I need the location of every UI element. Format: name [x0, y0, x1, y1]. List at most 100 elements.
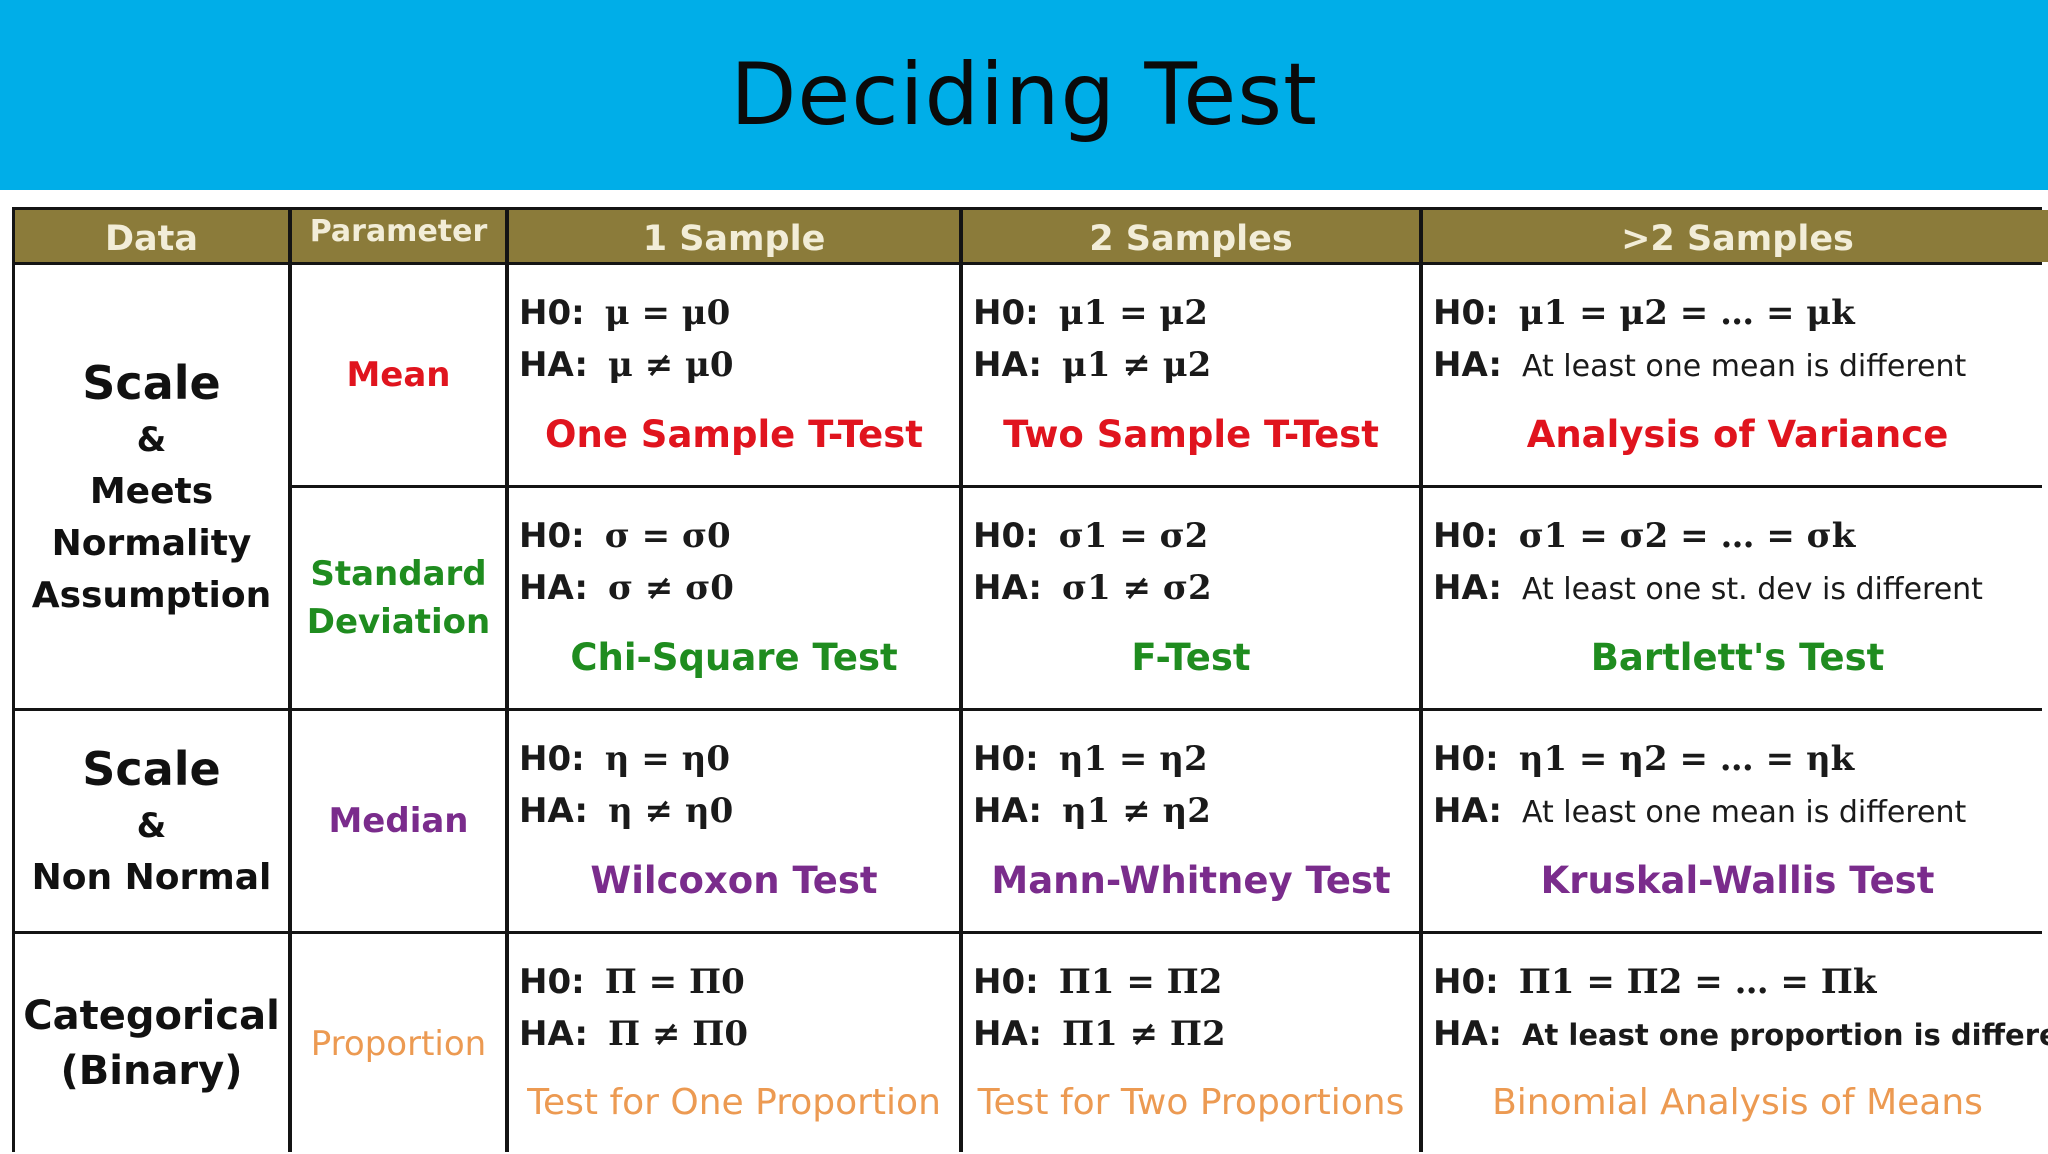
data-label: Normality: [51, 522, 252, 564]
alt-hypothesis: HA: η ≠ η0: [519, 791, 733, 831]
cell-proportion-two-samples: H0: Π1 = Π2 HA: Π1 ≠ Π2 Test for Two Propo…: [963, 934, 1419, 1154]
param-median: Median: [292, 711, 505, 931]
test-name: Wilcoxon Test: [590, 859, 878, 902]
ha-expr: σ1 ≠ σ2: [1062, 568, 1212, 608]
alt-hypothesis: HA: At least one mean is different: [1433, 791, 1966, 831]
param-label: Proportion: [310, 1024, 487, 1064]
cell-mean-two-samples: H0: μ1 = μ2 HA: μ1 ≠ μ2 Two Sample T-Test: [963, 265, 1419, 485]
h0-label: H0:: [519, 293, 585, 333]
alt-hypothesis: HA: Π ≠ Π0: [519, 1014, 748, 1054]
cell-mean-one-sample: H0: μ = μ0 HA: μ ≠ μ0 One Sample T-Test: [509, 265, 959, 485]
ha-label: HA:: [1433, 568, 1502, 608]
h0-expr: σ1 = σ2: [1058, 516, 1209, 556]
title-banner: Deciding Test: [0, 0, 2048, 190]
param-label: Deviation: [306, 602, 491, 642]
ha-label: HA:: [519, 791, 588, 831]
h0-expr: Π1 = Π2 = … = Πk: [1518, 962, 1877, 1002]
h0-label: H0:: [1433, 293, 1499, 333]
h0-label: H0:: [1433, 962, 1499, 1002]
test-name: Binomial Analysis of Means: [1492, 1082, 1983, 1123]
null-hypothesis: H0: μ = μ0: [519, 293, 730, 333]
alt-hypothesis: HA: At least one proportion is different: [1433, 1014, 2048, 1054]
ha-label: HA:: [973, 568, 1042, 608]
cell-stddev-many-samples: H0: σ1 = σ2 = … = σk HA: At least one st. …: [1423, 488, 2048, 708]
data-label: Scale: [82, 355, 221, 410]
test-name: Analysis of Variance: [1526, 413, 1949, 456]
h0-label: H0:: [519, 962, 585, 1002]
null-hypothesis: H0: Π1 = Π2: [973, 962, 1222, 1002]
ha-expr: At least one proportion is different: [1522, 1018, 2048, 1052]
cell-mean-many-samples: H0: μ1 = μ2 = … = μk HA: At least one mean…: [1423, 265, 2048, 485]
data-label: Non Normal: [31, 857, 272, 898]
test-name: Test for One Proportion: [527, 1082, 941, 1123]
h0-expr: η1 = η2 = … = ηk: [1518, 739, 1855, 779]
h0-label: H0:: [519, 739, 585, 779]
ha-label: HA:: [1433, 1014, 1502, 1054]
data-label: &: [136, 419, 167, 460]
alt-hypothesis: HA: μ ≠ μ0: [519, 345, 734, 385]
null-hypothesis: H0: Π1 = Π2 = … = Πk: [1433, 962, 1876, 1002]
cell-stddev-one-sample: H0: σ = σ0 HA: σ ≠ σ0 Chi-Square Test: [509, 488, 959, 708]
test-name: One Sample T-Test: [545, 413, 923, 456]
h0-label: H0:: [1433, 516, 1499, 556]
ha-expr: At least one st. dev is different: [1522, 572, 1983, 607]
h0-expr: Π = Π0: [604, 962, 745, 1002]
h0-label: H0:: [973, 293, 1039, 333]
ha-label: HA:: [973, 345, 1042, 385]
test-name: Kruskal-Wallis Test: [1540, 859, 1935, 902]
ha-label: HA:: [1433, 791, 1502, 831]
test-name: F-Test: [1131, 636, 1251, 679]
h0-label: H0:: [519, 516, 585, 556]
h0-label: H0:: [973, 516, 1039, 556]
header-2-samples: 2 Samples: [963, 210, 1419, 262]
alt-hypothesis: HA: Π1 ≠ Π2: [973, 1014, 1226, 1054]
ha-expr: σ ≠ σ0: [608, 568, 734, 608]
alt-hypothesis: HA: σ ≠ σ0: [519, 568, 734, 608]
h0-expr: μ1 = μ2: [1058, 293, 1208, 333]
data-scale-nonnormal: Scale & Non Normal: [15, 711, 288, 931]
null-hypothesis: H0: μ1 = μ2 = … = μk: [1433, 293, 1855, 333]
ha-expr: At least one mean is different: [1522, 349, 1967, 384]
cell-proportion-many-samples: H0: Π1 = Π2 = … = Πk HA: At least one prop…: [1423, 934, 2048, 1154]
h0-expr: η = η0: [604, 739, 730, 779]
param-mean: Mean: [292, 265, 505, 485]
alt-hypothesis: HA: η1 ≠ η2: [973, 791, 1211, 831]
data-categorical: Categorical (Binary): [15, 934, 288, 1154]
test-name: Mann-Whitney Test: [991, 859, 1391, 902]
decision-table: Data Parameter 1 Sample 2 Samples >2 Sam…: [12, 207, 2048, 1154]
h0-expr: μ = μ0: [604, 293, 731, 333]
ha-label: HA:: [1433, 345, 1502, 385]
ha-expr: η ≠ η0: [608, 791, 734, 831]
test-name: Test for Two Proportions: [977, 1082, 1405, 1123]
null-hypothesis: H0: Π = Π0: [519, 962, 745, 1002]
alt-hypothesis: HA: μ1 ≠ μ2: [973, 345, 1211, 385]
ha-label: HA:: [519, 1014, 588, 1054]
null-hypothesis: H0: η1 = η2 = … = ηk: [1433, 739, 1854, 779]
ha-label: HA:: [973, 1014, 1042, 1054]
ha-expr: μ ≠ μ0: [608, 345, 734, 385]
h0-label: H0:: [973, 962, 1039, 1002]
cell-median-many-samples: H0: η1 = η2 = … = ηk HA: At least one mean…: [1423, 711, 2048, 931]
null-hypothesis: H0: σ1 = σ2: [973, 516, 1208, 556]
alt-hypothesis: HA: At least one st. dev is different: [1433, 568, 1983, 608]
data-label: &: [136, 806, 167, 846]
ha-expr: Π ≠ Π0: [608, 1014, 749, 1054]
page-title: Deciding Test: [730, 45, 1318, 145]
null-hypothesis: H0: σ = σ0: [519, 516, 731, 556]
data-label: (Binary): [60, 1048, 243, 1094]
ha-label: HA:: [519, 568, 588, 608]
data-label: Assumption: [31, 574, 272, 616]
test-name: Two Sample T-Test: [1003, 413, 1379, 456]
ha-label: HA:: [519, 345, 588, 385]
h0-label: H0:: [973, 739, 1039, 779]
header-gt2-samples: >2 Samples: [1423, 210, 2048, 262]
h0-expr: σ = σ0: [604, 516, 731, 556]
null-hypothesis: H0: σ1 = σ2 = … = σk: [1433, 516, 1855, 556]
null-hypothesis: H0: η = η0: [519, 739, 730, 779]
h0-label: H0:: [1433, 739, 1499, 779]
ha-expr: Π1 ≠ Π2: [1062, 1014, 1226, 1054]
null-hypothesis: H0: η1 = η2: [973, 739, 1208, 779]
test-name: Bartlett's Test: [1590, 636, 1885, 679]
ha-label: HA:: [973, 791, 1042, 831]
param-label: Mean: [346, 355, 451, 395]
